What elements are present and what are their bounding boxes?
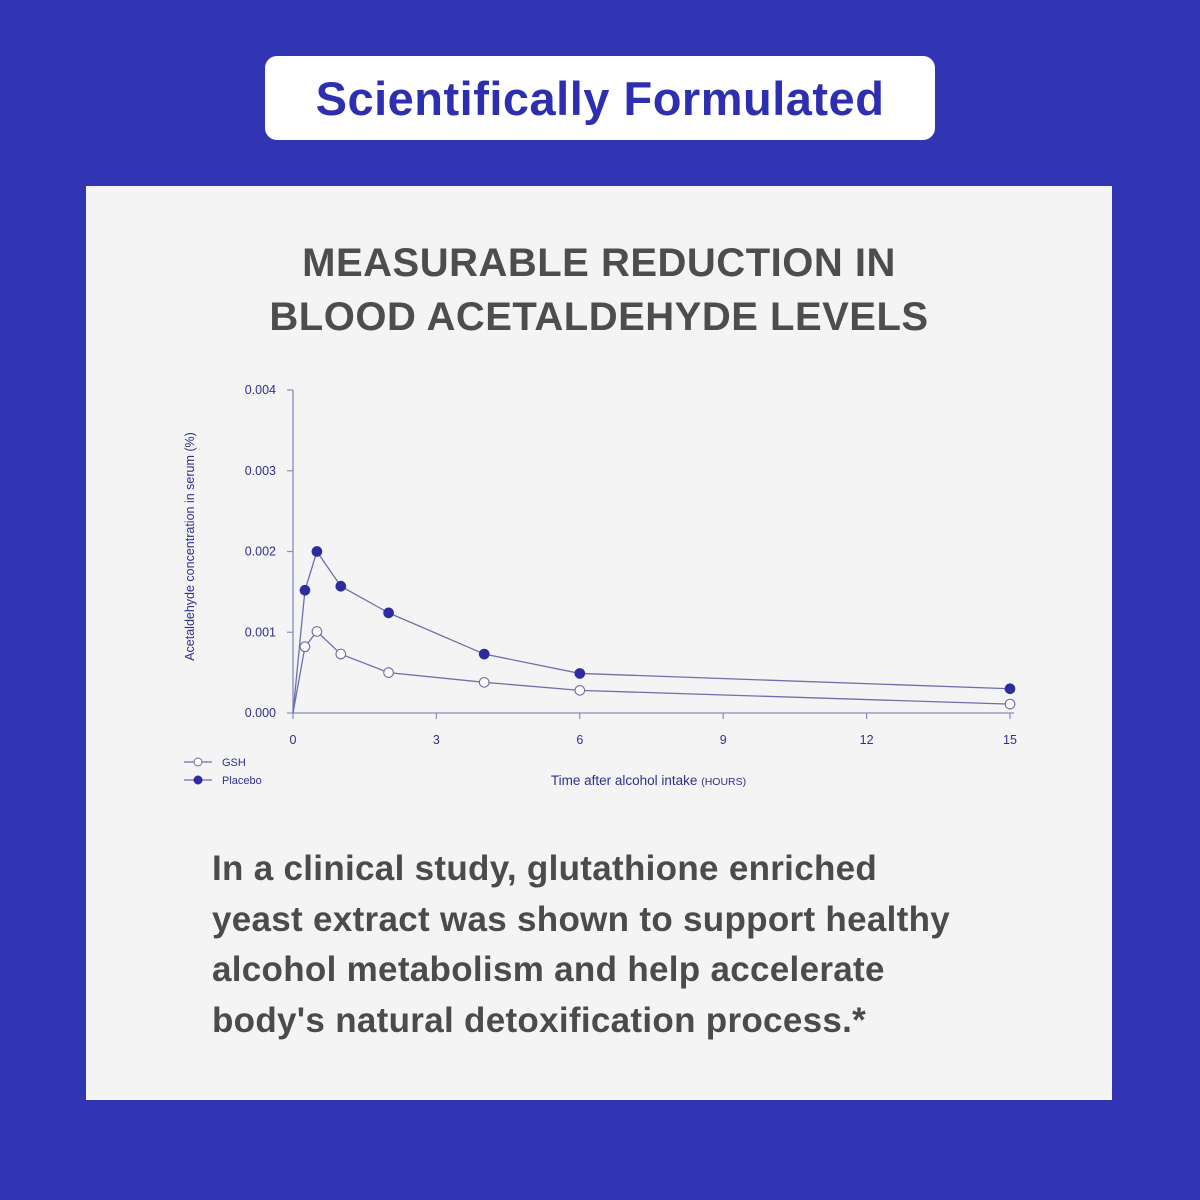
y-tick-label: 0.004	[245, 383, 276, 397]
point-placebo	[478, 648, 490, 660]
point-placebo	[383, 607, 394, 619]
body-line-1: In a clinical study, glutathione enriche…	[212, 849, 878, 888]
point-gsh	[311, 626, 323, 637]
point-gsh	[335, 648, 347, 660]
x-axis-label-unit: (HOURS)	[701, 776, 746, 788]
point-placebo	[574, 668, 586, 679]
legend-marker-placebo	[193, 775, 203, 785]
legend-marker-gsh	[193, 757, 203, 767]
x-tick-label: 3	[433, 733, 440, 747]
x-tick-label: 15	[1003, 733, 1017, 747]
y-axis-label: Acetaldehyde concentration in serum (%)	[183, 432, 197, 661]
y-tick-label: 0.002	[245, 545, 276, 559]
x-axis-label-main: Time after alcohol intake	[551, 773, 701, 788]
y-tick-label: 0.003	[245, 464, 276, 478]
legend-label-placebo: Placebo	[222, 775, 262, 787]
point-gsh	[299, 641, 311, 653]
x-tick-label: 6	[576, 733, 583, 747]
point-gsh	[478, 676, 490, 688]
heading-line-1: MEASURABLE REDUCTION IN	[302, 241, 896, 285]
y-tick-label: 0.001	[245, 625, 276, 639]
x-axis-label: Time after alcohol intake (HOURS)	[551, 773, 746, 788]
point-placebo	[335, 580, 347, 592]
body-line-4: body's natural detoxification process.*	[212, 1000, 867, 1040]
point-gsh	[383, 667, 394, 678]
badge-title: Scientifically Formulated	[315, 71, 885, 125]
point-placebo	[299, 584, 311, 596]
content-panel: MEASURABLE REDUCTION IN BLOOD ACETALDEHY…	[86, 186, 1112, 1100]
chart-heading: MEASURABLE REDUCTION IN BLOOD ACETALDEHY…	[86, 236, 1112, 344]
body-line-2: yeast extract was shown to support healt…	[212, 899, 951, 939]
point-placebo	[311, 546, 323, 557]
y-tick-label: 0.000	[245, 706, 276, 720]
legend-label-gsh: GSH	[222, 757, 246, 769]
point-placebo	[1004, 683, 1016, 695]
x-tick-label: 9	[720, 733, 727, 747]
x-tick-label: 12	[860, 733, 874, 747]
study-description: In a clinical study, glutathione enriche…	[212, 844, 1072, 1046]
body-line-3: alcohol metabolism and help accelerate	[212, 950, 885, 989]
heading-line-2: BLOOD ACETALDEHYDE LEVELS	[269, 295, 929, 339]
line-chart: 0.000 0.001 0.002 0.003 0.004 0 3 6 9 12 15 Acetald…	[183, 383, 1017, 788]
x-tick-label: 0	[290, 733, 297, 747]
series-line-placebo	[292, 550, 1011, 714]
title-badge: Scientifically Formulated	[265, 56, 935, 140]
point-gsh	[1004, 698, 1016, 710]
point-gsh	[574, 685, 586, 696]
series-line-gsh	[292, 630, 1011, 714]
